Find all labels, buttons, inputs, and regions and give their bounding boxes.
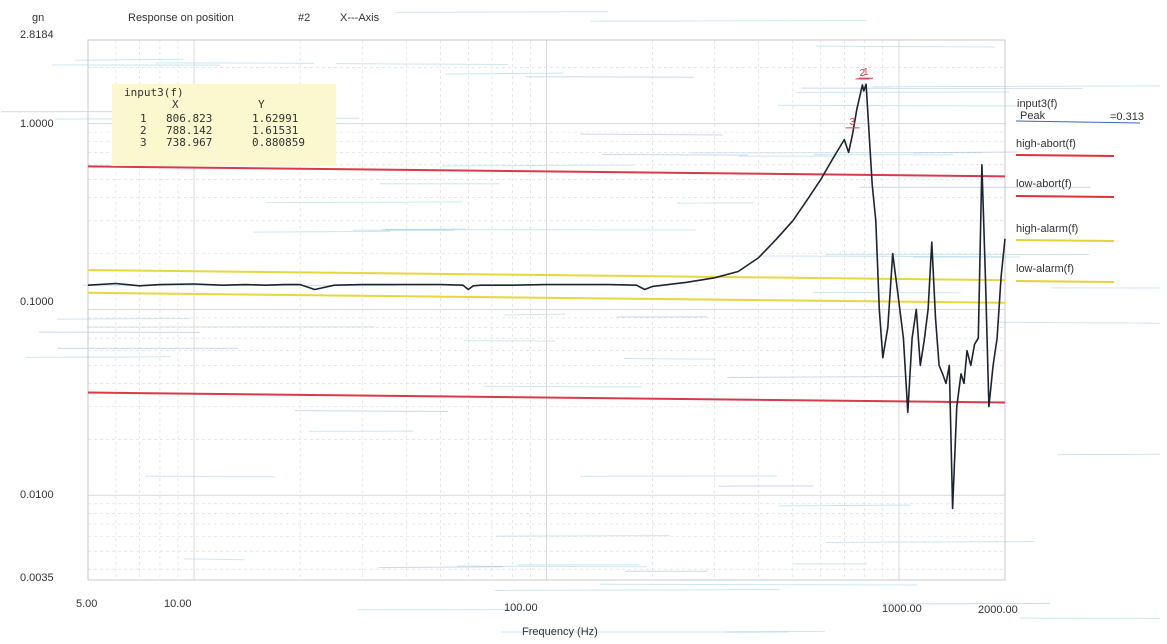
scan-streak (826, 541, 1035, 543)
threshold-low-alarm (87, 291, 1006, 304)
scan-streak (294, 410, 449, 412)
y-tick-label: 0.1000 (20, 296, 54, 308)
cursor-row-x: 788.142 (166, 124, 213, 137)
scan-streak (155, 62, 314, 64)
scan-streak (445, 72, 564, 75)
scan-streak (26, 356, 171, 358)
cursor-row-x: 738.967 (166, 136, 213, 149)
scan-streak (590, 20, 867, 22)
x-tick-label: 100.00 (504, 602, 538, 614)
threshold-lines (87, 165, 1006, 404)
scan-streak (335, 63, 509, 66)
scan-streak (253, 230, 391, 233)
legend-swatches (1015, 120, 1141, 283)
scan-streak (442, 164, 635, 167)
scan-streak (483, 385, 642, 388)
cursor-col-y: Y (258, 98, 265, 111)
scan-streak (57, 317, 190, 320)
series-line-input3 (87, 83, 1006, 510)
scan-streak (75, 58, 184, 61)
cursor-marker-label: 3 (850, 117, 856, 128)
cursor-row-y: 1.61531 (252, 124, 299, 137)
scan-streak (504, 313, 566, 316)
threshold-high-abort (87, 165, 1006, 178)
scan-streak (183, 558, 245, 561)
x-axis-title: Frequency (Hz) (522, 626, 598, 638)
legend-swatch (1015, 195, 1115, 198)
cursor-row-index: 3 (140, 136, 147, 149)
scan-streak (599, 583, 917, 586)
cursor-row-index: 2 (140, 124, 147, 137)
scan-streak (395, 11, 609, 13)
legend-swatch-series (1015, 120, 1141, 124)
x-tick-label: 10.00 (164, 598, 192, 610)
cursor-col-x: X (172, 98, 179, 111)
legend-peak-value: =0.313 (1110, 111, 1144, 123)
axis-label: X---Axis (340, 12, 380, 24)
scan-streak (778, 504, 911, 507)
threshold-low-abort (87, 391, 1006, 404)
scan-streak (872, 85, 1161, 88)
scan-streak (882, 602, 1051, 605)
legend-series-label: input3(f) (1017, 98, 1058, 110)
cursor-table-title: input3(f) (124, 86, 184, 99)
x-tick-label: 5.00 (76, 598, 98, 610)
cursor-markers: 12 3 (845, 67, 874, 129)
scan-streak (495, 535, 671, 537)
cursor-row-y: 0.880859 (252, 136, 305, 149)
scan-streak (580, 133, 723, 136)
data-series (87, 83, 1006, 510)
legend-high-alarm: high-alarm(f) (1016, 223, 1079, 235)
scan-streak (144, 475, 276, 478)
scan-streak (997, 321, 1161, 324)
cursor-row-y: 1.62991 (252, 112, 299, 125)
y-tick-label: 0.0100 (20, 489, 54, 501)
y-tick-label: 2.8184 (20, 29, 54, 41)
scan-streak (525, 76, 694, 78)
scan-streak (754, 255, 1007, 258)
x-tick-label: 1000.00 (882, 603, 922, 615)
scan-streak (815, 45, 995, 48)
position-label: #2 (298, 12, 311, 24)
x-tick-label: 2000.00 (978, 604, 1018, 616)
cursor-readout-table: input3(f) X Y 1 806.823 1.62991 2 788.14… (112, 84, 336, 166)
chart-title: Response on position (128, 12, 234, 24)
legend-swatch (1015, 280, 1115, 283)
y-tick-label: 0.0035 (20, 572, 54, 584)
legend-peak-label: Peak (1020, 110, 1046, 122)
legend-high-abort: high-abort(f) (1016, 138, 1076, 150)
y-unit-label: gn (32, 12, 45, 24)
cursor-row-index: 1 (140, 112, 147, 125)
scan-streak (385, 228, 466, 231)
scan-streak (457, 565, 647, 568)
threshold-high-alarm (87, 269, 1006, 282)
cursor-marker-label: 1 (863, 67, 869, 78)
scan-streak (724, 630, 825, 633)
scan-streak (266, 201, 463, 204)
y-tick-label: 1.0000 (20, 118, 54, 130)
scan-streak (601, 154, 748, 156)
cursor-marker-label: 2 (859, 68, 865, 79)
legend-low-alarm: low-alarm(f) (1016, 263, 1075, 275)
legend-swatch (1015, 154, 1115, 157)
scan-streak (623, 358, 717, 360)
legend-low-abort: low-abort(f) (1016, 178, 1072, 190)
legend-swatch (1015, 239, 1115, 242)
plot-frame (87, 39, 1006, 581)
scan-streak (378, 566, 504, 569)
cursor-row-x: 806.823 (166, 112, 213, 125)
scan-streak (494, 589, 780, 591)
